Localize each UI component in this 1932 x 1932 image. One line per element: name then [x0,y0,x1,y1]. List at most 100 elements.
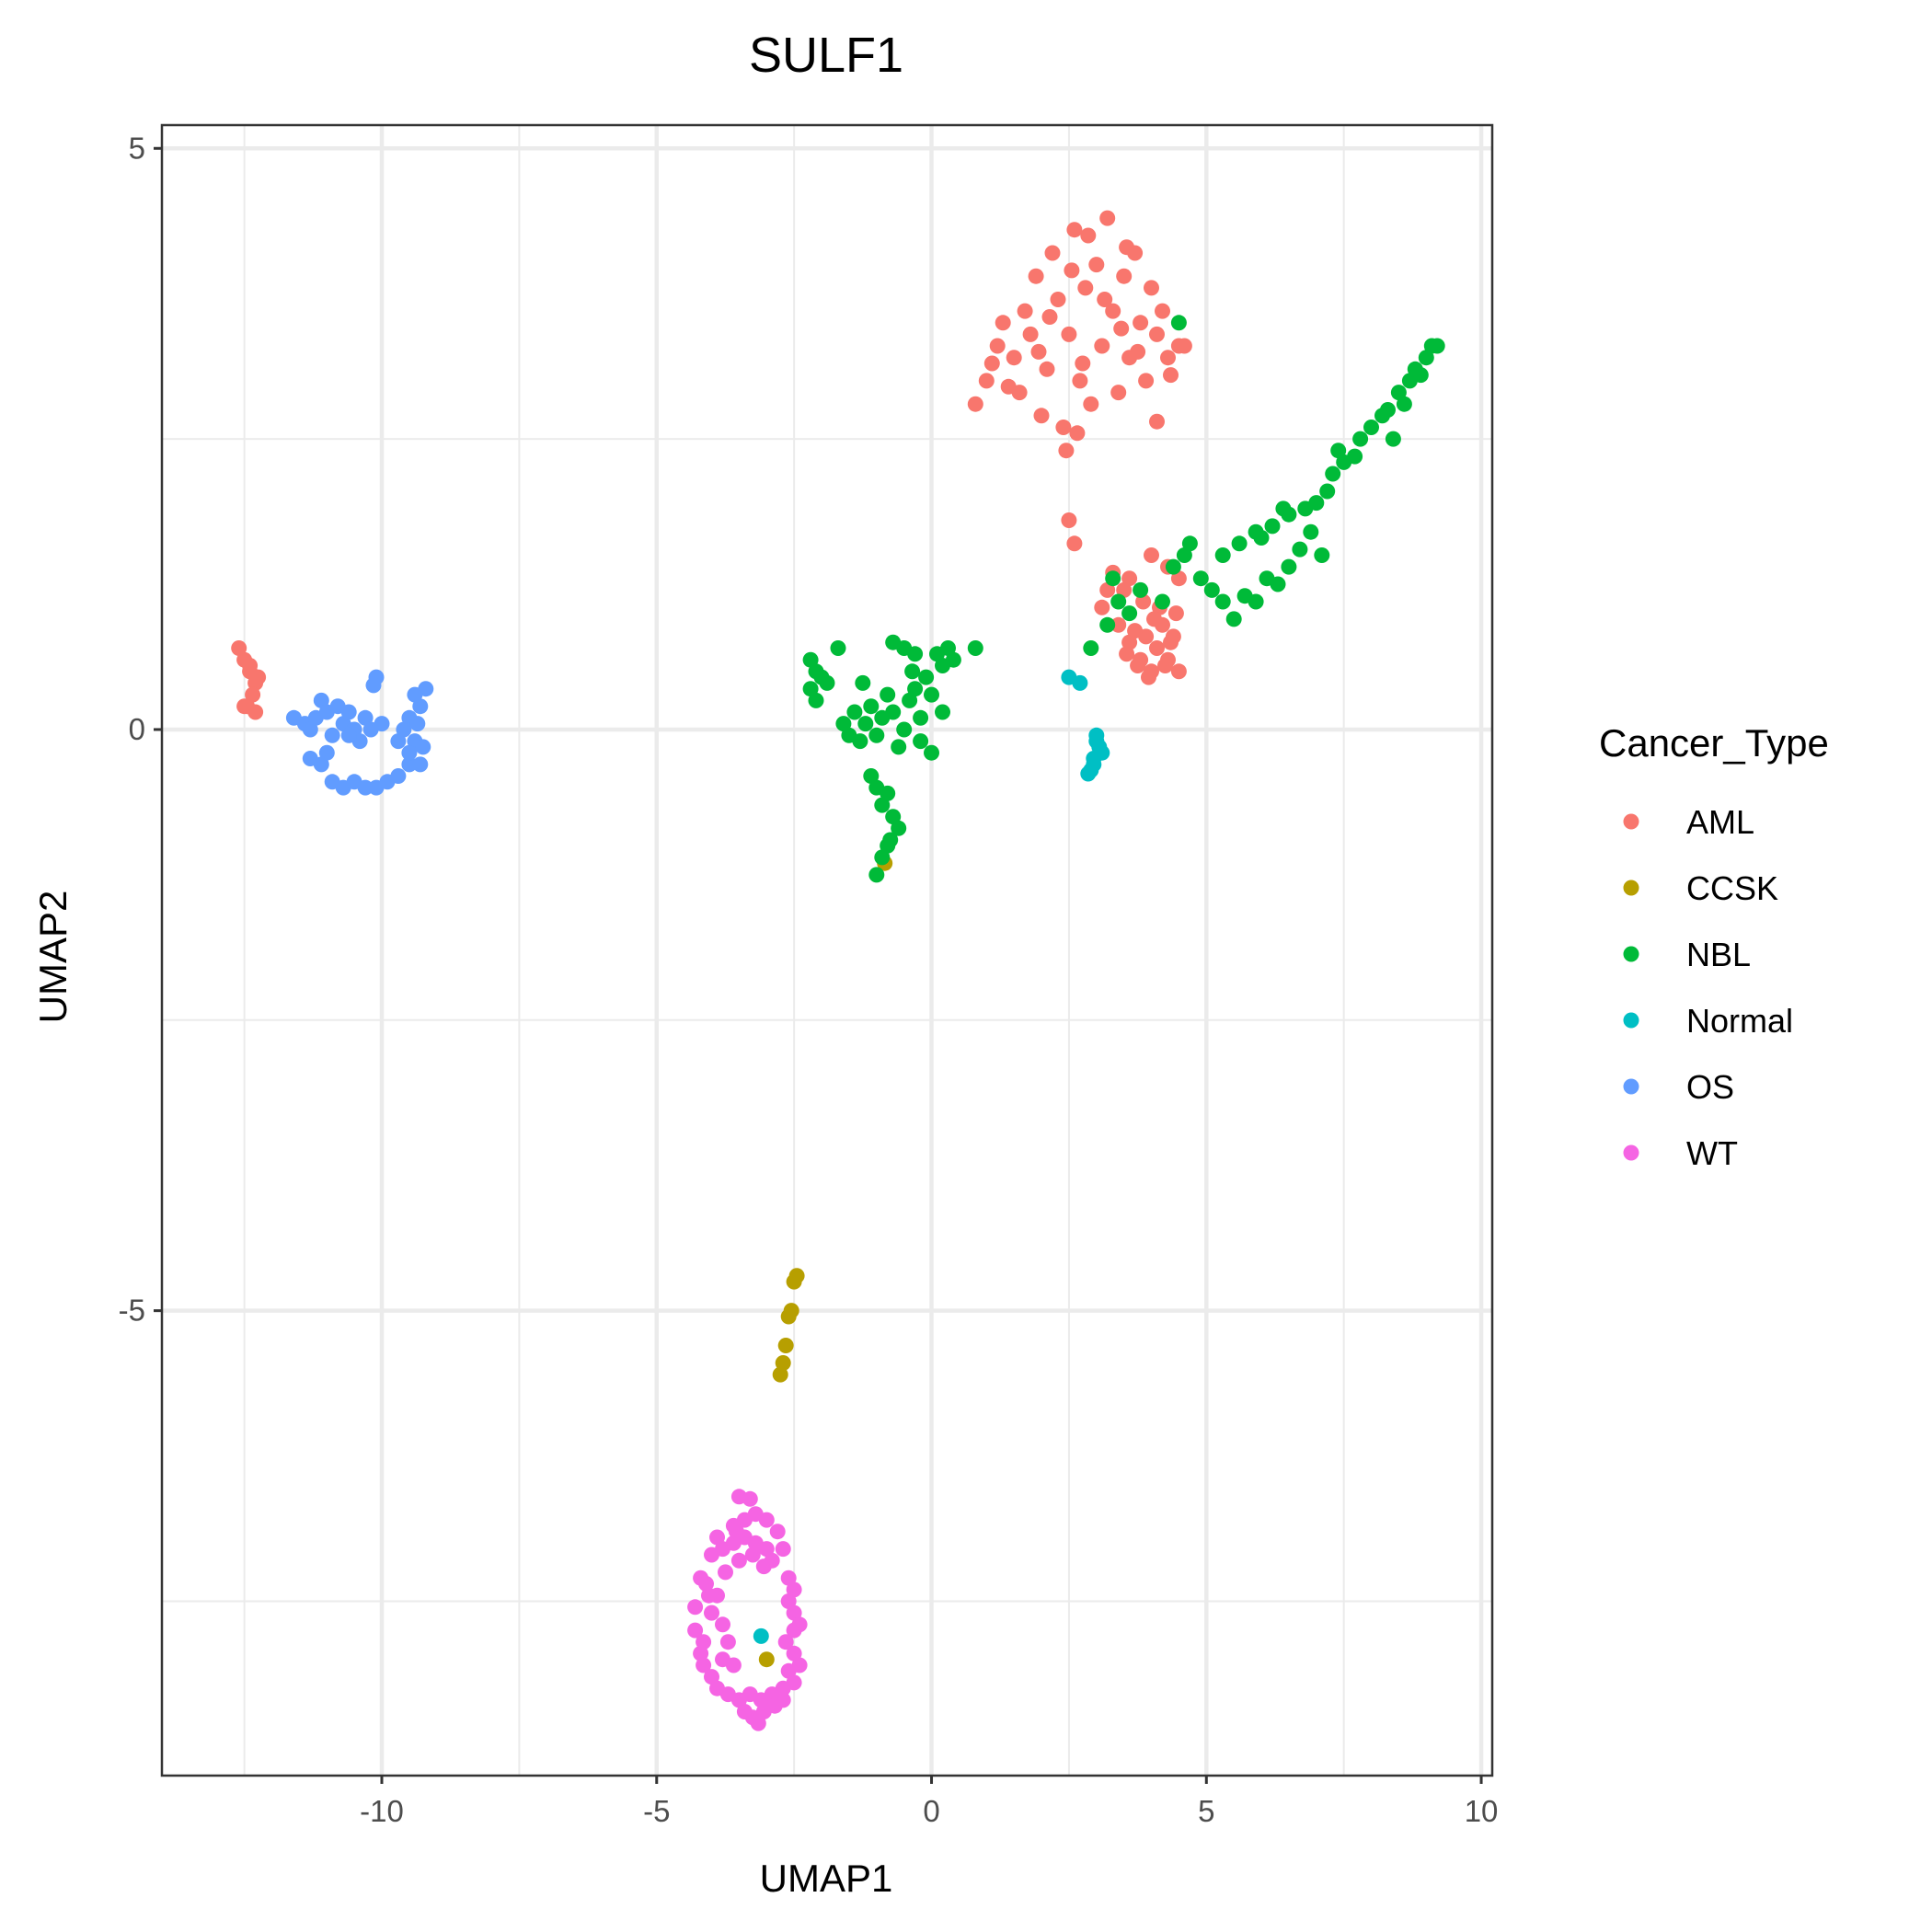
data-point [830,640,846,656]
data-point [1041,309,1058,325]
data-point [772,1366,788,1383]
data-point [1133,581,1149,598]
data-point [231,640,247,656]
legend-label-ccsk: CCSK [1686,869,1778,907]
data-point [1292,541,1308,558]
data-point [1418,350,1434,366]
data-point [802,651,819,668]
data-point [758,1651,775,1668]
data-point [1110,593,1127,610]
chart-title: SULF1 [749,28,903,83]
data-point [1407,361,1423,377]
data-point [808,692,824,708]
data-point [764,1552,780,1569]
data-point [1064,262,1080,279]
data-point [775,1692,791,1708]
data-point [1072,674,1088,691]
series-nbl [802,315,1445,883]
data-point [1176,338,1192,354]
data-point [868,727,885,743]
legend-label-normal: Normal [1686,1002,1793,1040]
data-point [704,1547,719,1563]
data-point [841,727,857,743]
data-point [885,809,902,825]
data-point [1088,257,1105,273]
data-point [730,1552,747,1569]
data-point [357,779,374,796]
x-axis-title: UMAP1 [760,1857,893,1900]
data-point [1030,343,1047,360]
data-point [1121,570,1138,587]
data-point [1163,634,1179,650]
data-point [874,849,891,866]
data-point [1225,611,1242,627]
data-point [880,837,896,854]
data-point [777,1338,794,1353]
data-point [1099,616,1116,633]
data-point [753,1627,769,1644]
data-point [412,756,429,773]
data-point [1080,765,1097,782]
y-tick-label: 5 [129,131,145,165]
data-point [924,686,939,703]
data-point [1088,727,1105,743]
data-point [725,1657,742,1673]
data-point [407,686,423,703]
data-point [744,1547,761,1563]
data-point [1097,292,1113,307]
data-point [1113,320,1130,337]
data-point [718,1564,733,1581]
data-point [786,1622,802,1639]
data-point [1214,593,1231,610]
data-point [945,651,961,668]
legend-title: Cancer_Type [1599,721,1829,765]
data-point [857,716,874,732]
data-point [1083,396,1099,412]
data-point [1170,315,1187,331]
data-point [786,1674,802,1691]
data-point [1061,512,1077,528]
legend-key-ccsk [1623,880,1639,896]
data-point [1105,303,1121,319]
data-point [1363,420,1379,435]
data-point [715,1616,730,1633]
data-point [1231,535,1248,552]
data-point [324,727,340,743]
data-point [1083,640,1099,656]
data-point [896,721,913,738]
data-point [1330,443,1347,459]
data-point [1133,315,1149,331]
data-point [758,1512,775,1528]
data-point [1105,570,1121,587]
data-point [1119,646,1135,662]
data-point [1077,280,1094,296]
data-point [1069,425,1086,442]
data-point [1099,581,1116,598]
data-point [924,744,939,761]
data-point [1176,547,1192,563]
x-tick-label: 0 [923,1794,939,1828]
data-point [1165,558,1181,575]
data-point [1347,448,1363,465]
data-point [846,704,863,720]
legend-label-wt: WT [1686,1134,1738,1172]
data-point [1121,605,1138,622]
data-point [780,1593,797,1609]
data-point [1253,530,1270,546]
data-point [1028,268,1044,284]
data-point [313,756,329,773]
data-point [704,1669,719,1685]
data-point [995,315,1011,331]
data-point [1116,268,1133,284]
data-point [880,686,896,703]
data-point [1192,570,1209,587]
data-point [1138,373,1155,389]
data-point [1066,535,1083,552]
legend-key-nbl [1623,946,1639,962]
data-point [1352,431,1369,447]
data-point [1325,466,1341,482]
data-point [1214,547,1231,563]
data-point [786,1273,802,1290]
data-point [1080,227,1097,244]
